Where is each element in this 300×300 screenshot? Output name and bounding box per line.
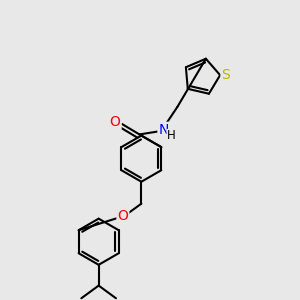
Text: S: S xyxy=(221,68,230,82)
Text: H: H xyxy=(167,129,176,142)
Text: O: O xyxy=(110,115,121,129)
Text: N: N xyxy=(158,123,169,137)
Text: O: O xyxy=(117,209,128,223)
